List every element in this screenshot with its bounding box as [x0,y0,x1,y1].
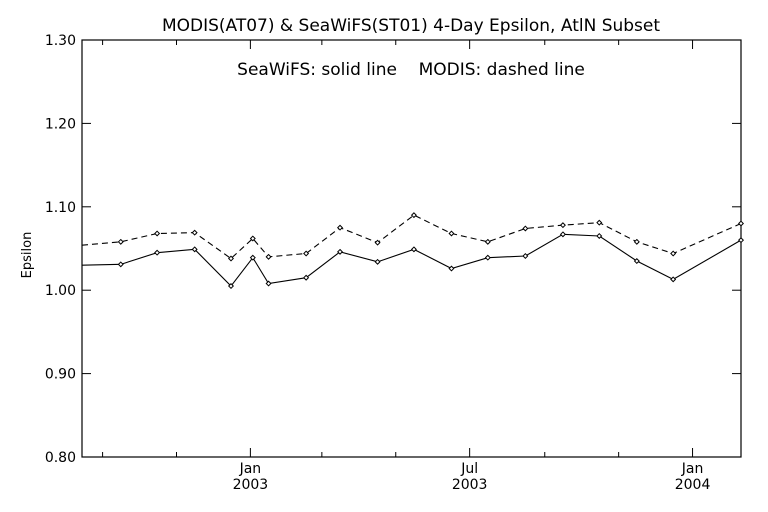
data-point-modis [117,238,124,245]
data-point-modis [191,229,198,236]
data-point-modis [303,250,310,257]
x-tick-label-month: Jul [460,461,478,477]
data-point-modis [484,238,491,245]
data-point-modis [374,239,381,246]
data-point-modis [337,224,344,231]
line-style-annotation: SeaWiFS: solid line MODIS: dashed line [237,60,585,80]
x-tick-label-year: 2004 [675,477,711,493]
series-line-seawifs [81,233,742,287]
y-tick-label: 1.20 [45,116,76,132]
data-point-modis [670,250,677,257]
data-point-seawifs [374,258,381,265]
data-point-seawifs [484,254,491,261]
data-point-modis [596,219,603,226]
y-tick-label: 0.90 [45,367,76,383]
data-point-seawifs [191,246,198,253]
y-tick-label: 0.80 [45,450,76,466]
data-point-seawifs [303,274,310,281]
data-point-seawifs [448,265,455,272]
data-point-seawifs [522,252,529,260]
data-point-seawifs [265,280,272,287]
data-point-seawifs [633,258,640,265]
data-point-seawifs [117,261,124,268]
data-point-seawifs [154,249,161,256]
y-tick-label: 1.00 [45,283,76,299]
chart-title: MODIS(AT07) & SeaWiFS(ST01) 4-Day Epsilo… [162,16,660,36]
data-point-modis [559,222,566,229]
data-point-seawifs [227,283,235,290]
data-point-modis [522,225,529,232]
x-tick-label-month: Jan [681,461,704,477]
plot-frame [81,39,742,458]
y-tick-label: 1.30 [45,33,76,49]
data-point-seawifs [410,246,417,253]
data-point-modis [633,238,640,245]
data-point-seawifs [737,237,745,244]
data-point-modis [265,253,272,260]
data-point-seawifs [670,276,677,283]
y-axis-label: Epsilon [20,232,35,279]
data-point-modis [249,235,256,242]
series-layer [81,212,745,290]
series-line-modis [81,214,742,260]
axis-layer: 0.800.901.001.101.201.30Jan2003Jul2003Ja… [45,33,741,493]
data-point-modis [154,230,161,237]
data-point-seawifs [596,232,603,239]
data-point-modis [410,212,417,219]
data-point-modis [227,255,235,262]
plot-area [81,39,742,458]
x-tick-label-year: 2003 [233,477,269,493]
data-point-modis [737,220,745,227]
data-point-seawifs [559,231,566,238]
data-point-modis [448,230,455,237]
x-tick-label-month: Jan [239,461,262,477]
x-tick-label-year: 2003 [452,477,488,493]
y-tick-label: 1.10 [45,200,76,216]
data-point-seawifs [337,248,344,255]
data-point-seawifs [249,254,256,261]
